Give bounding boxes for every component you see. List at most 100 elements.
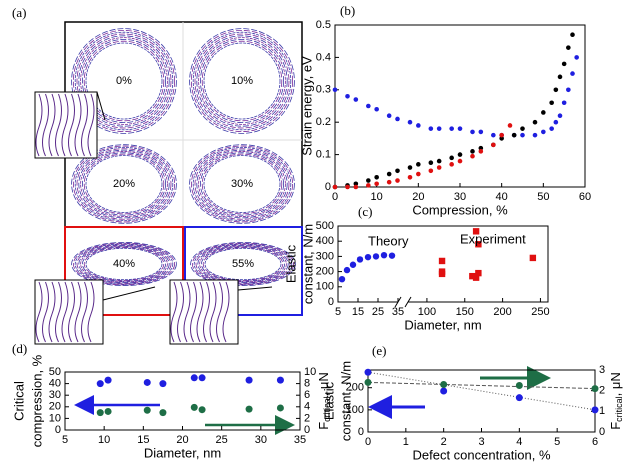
y2-tick-label: 2 bbox=[304, 412, 310, 424]
point bbox=[332, 87, 338, 93]
point bbox=[478, 145, 484, 151]
point bbox=[457, 126, 463, 131]
ring-wall bbox=[74, 243, 174, 285]
ring-wall bbox=[194, 148, 290, 220]
inset-wall bbox=[42, 281, 49, 343]
inset-wall bbox=[74, 93, 82, 157]
panel-label: (b) bbox=[340, 3, 355, 18]
point bbox=[356, 256, 364, 263]
x-tick-label: 20 bbox=[176, 434, 188, 446]
x-tick-label: 100 bbox=[418, 306, 436, 318]
point bbox=[440, 387, 448, 395]
point bbox=[388, 252, 396, 259]
point bbox=[475, 269, 482, 277]
ring-wall bbox=[78, 149, 170, 219]
y-tick-label: 300 bbox=[316, 250, 334, 262]
y-axis-label: compression, % bbox=[29, 354, 44, 447]
y-tick-label: 50 bbox=[49, 366, 61, 378]
point bbox=[386, 171, 392, 177]
frame-label: 30% bbox=[231, 178, 253, 190]
y2-axis-label-part: , μN bbox=[316, 372, 331, 396]
x-tick-label: 40 bbox=[496, 191, 508, 203]
point bbox=[541, 129, 546, 135]
point bbox=[374, 181, 379, 187]
y-tick-label: 20 bbox=[49, 401, 61, 413]
point bbox=[364, 378, 372, 386]
panel-label: (a) bbox=[12, 5, 26, 20]
x-tick-label: 10 bbox=[371, 191, 383, 203]
ring-wall bbox=[200, 246, 285, 282]
point bbox=[478, 129, 484, 135]
y-tick-label: 0.5 bbox=[316, 19, 331, 31]
x-tick-label: 150 bbox=[456, 306, 474, 318]
ring-wall bbox=[196, 149, 288, 219]
point bbox=[198, 374, 206, 382]
ring-wall bbox=[189, 144, 295, 224]
ring-wall bbox=[193, 243, 293, 285]
y-tick-label: 200 bbox=[316, 266, 334, 278]
point bbox=[343, 266, 351, 274]
ring-wall bbox=[85, 247, 163, 281]
point bbox=[366, 178, 371, 183]
y-tick-label: 0 bbox=[325, 181, 331, 193]
x-tick-label: 60 bbox=[579, 191, 591, 203]
x-axis-label: Defect concentration, % bbox=[412, 447, 550, 462]
x-tick-label: 50 bbox=[537, 191, 549, 203]
x-tick-label: 30 bbox=[454, 191, 466, 203]
point bbox=[364, 368, 372, 376]
y2-tick-label: 6 bbox=[304, 389, 310, 401]
point bbox=[143, 406, 151, 414]
inset-wall bbox=[55, 281, 62, 343]
point bbox=[386, 179, 392, 185]
point bbox=[245, 376, 253, 384]
ring-wall bbox=[203, 155, 281, 213]
axis-break bbox=[398, 298, 408, 306]
inset-wall bbox=[183, 281, 191, 343]
frame-label: 40% bbox=[113, 258, 135, 270]
series-label: Theory bbox=[368, 233, 409, 248]
point bbox=[557, 113, 563, 119]
ring-wall bbox=[198, 151, 286, 217]
ring-wall bbox=[191, 242, 294, 286]
point bbox=[332, 184, 338, 190]
zoom-line bbox=[96, 91, 106, 121]
x-tick-label: 35 bbox=[294, 434, 306, 446]
point bbox=[532, 132, 538, 138]
plot-frame bbox=[337, 225, 549, 303]
ring-wall bbox=[192, 31, 292, 131]
ring-wall bbox=[190, 241, 296, 287]
frame-label: 10% bbox=[231, 75, 253, 87]
x-tick-label: 15 bbox=[137, 434, 149, 446]
point bbox=[407, 119, 413, 125]
y2-tick-label: 0 bbox=[599, 426, 605, 438]
point bbox=[345, 93, 350, 99]
point bbox=[353, 97, 359, 102]
y2-tick-label: 1 bbox=[599, 405, 605, 417]
point bbox=[449, 155, 454, 161]
point bbox=[449, 162, 454, 167]
point bbox=[438, 257, 446, 265]
point bbox=[407, 165, 413, 170]
point bbox=[557, 74, 563, 80]
y-tick-label: 100 bbox=[316, 281, 334, 293]
x-tick-label: 5 bbox=[335, 306, 341, 318]
point bbox=[478, 149, 484, 154]
zoom-line bbox=[237, 286, 273, 291]
point bbox=[428, 168, 434, 174]
ring-wall bbox=[71, 241, 177, 287]
inset-wall bbox=[35, 93, 43, 157]
inset-wall bbox=[81, 93, 88, 157]
y2-axis-label-part: F bbox=[316, 422, 331, 430]
y-tick-label: 0.2 bbox=[316, 116, 331, 128]
ring-wall bbox=[78, 35, 170, 127]
point bbox=[515, 394, 523, 402]
y-tick-label: 0.4 bbox=[316, 51, 331, 63]
ring-wall bbox=[74, 31, 174, 131]
x-tick-label: 30 bbox=[255, 434, 267, 446]
inset-wall bbox=[216, 281, 223, 343]
point bbox=[566, 87, 571, 93]
point bbox=[457, 152, 463, 157]
point bbox=[561, 100, 567, 106]
x-axis-label: Diameter, nm bbox=[404, 317, 481, 332]
panel-label: (d) bbox=[12, 341, 27, 356]
